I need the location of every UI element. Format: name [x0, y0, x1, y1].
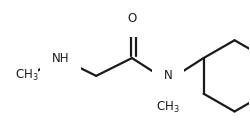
Text: O: O: [127, 12, 136, 25]
Text: N: N: [164, 69, 172, 82]
Text: CH$_3$: CH$_3$: [156, 100, 180, 115]
Text: CH$_3$: CH$_3$: [14, 68, 38, 83]
Text: NH: NH: [52, 52, 69, 65]
